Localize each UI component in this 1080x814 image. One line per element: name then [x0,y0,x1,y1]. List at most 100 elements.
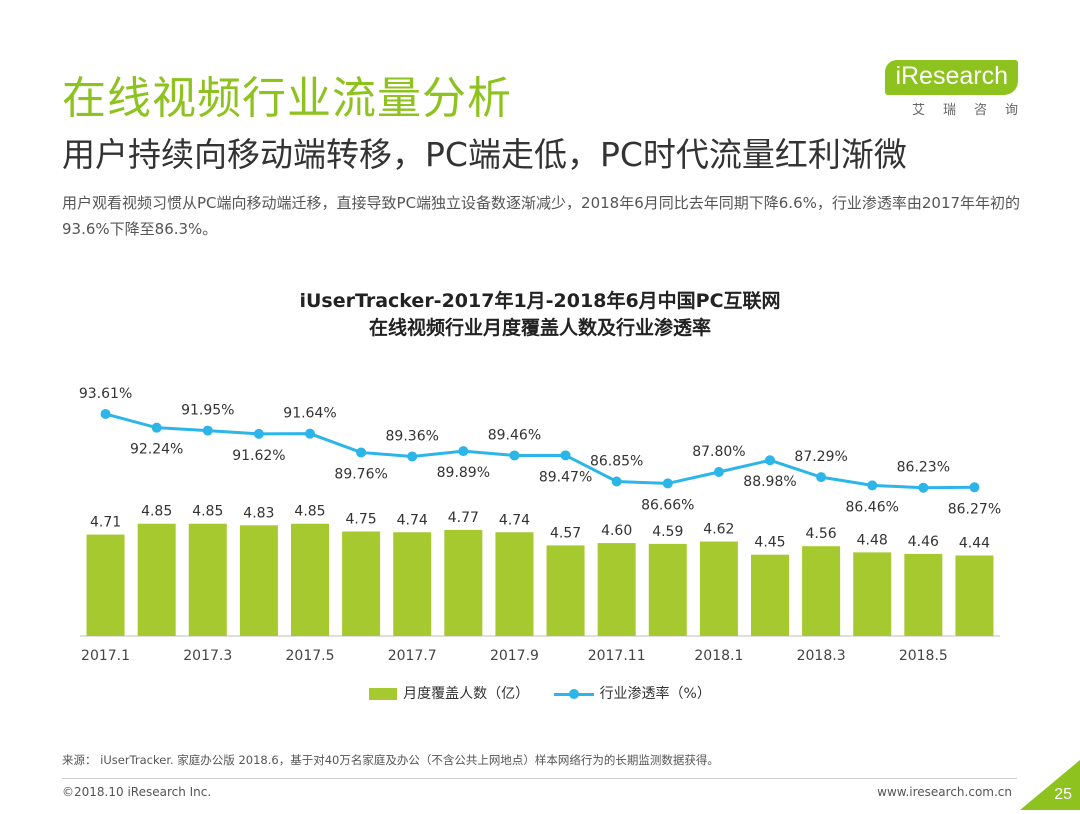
line-point [867,480,878,491]
line-data-label: 86.23% [897,460,950,476]
bar-data-label: 4.62 [703,522,734,538]
penetration-line [105,412,975,490]
line-data-label: 89.76% [334,466,387,482]
bar-data-label: 4.57 [550,525,581,541]
logo-chinese: 艾瑞咨询 [911,103,1036,118]
footer-divider [62,778,1017,779]
legend-bar-swatch [369,688,398,700]
bar [546,545,585,636]
x-tick-label: 2017.9 [490,648,539,664]
page-number-badge: 25 [1020,760,1080,810]
line-point [969,482,980,493]
line-data-label: 87.80% [692,444,745,460]
line-data-label: 86.27% [948,501,1001,517]
bar-data-label: 4.44 [959,535,990,551]
page-description: 用户观看视频习惯从PC端向移动端迁移，直接导致PC端独立设备数逐渐减少，2018… [62,194,1021,238]
x-tick-label: 2018.1 [694,648,743,664]
x-tick-label: 2018.5 [899,648,948,664]
website-link[interactable]: www.iresearch.com.cn [877,785,1012,799]
bar [239,525,278,636]
logo-wordmark: iResearch [885,60,1018,95]
bar [904,553,943,636]
line-data-label: 87.29% [794,449,847,465]
line-data-label: 89.47% [539,469,592,485]
bar [342,531,381,636]
line-point [509,450,520,461]
bar-data-label: 4.85 [192,504,223,520]
line-point [151,422,162,433]
page-title: 在线视频行业流量分析 [62,73,512,124]
x-tick-label: 2017.3 [183,648,232,664]
chart-title-line1: iUserTracker-2017年1月-2018年6月中国PC互联网 [299,290,781,312]
line-point [816,472,827,483]
line-point [918,482,929,493]
bar [393,532,432,636]
chart-title: iUserTracker-2017年1月-2018年6月中国PC互联网 在线视频… [0,288,1080,342]
line-data-label: 93.61% [79,386,132,402]
chart-legend: 月度覆盖人数（亿） 行业渗透率（%） [0,683,1080,703]
x-tick-label: 2018.3 [797,648,846,664]
line-data-label: 89.46% [488,427,541,443]
line-point [611,476,622,487]
legend-line-label: 行业渗透率（%） [599,686,711,702]
bar [291,523,329,636]
logo-research: Research [901,62,1008,90]
legend-item-bar: 月度覆盖人数（亿） [369,683,529,703]
line-data-label: 89.89% [437,465,490,481]
bar-data-label: 4.77 [448,510,479,526]
legend-bar-label: 月度覆盖人数（亿） [403,686,530,702]
bar [137,523,176,636]
line-data-label: 91.62% [232,448,285,464]
x-tick-label: 2017.1 [81,648,130,664]
line-point [356,447,367,458]
x-tick-label: 2017.5 [286,648,335,664]
line-point [765,455,775,466]
line-data-label: 86.66% [641,497,694,513]
line-data-label: 86.46% [846,499,899,515]
bar [648,543,687,636]
bar [802,546,841,636]
bar [853,552,892,636]
line-data-label: 91.64% [283,406,336,422]
logo-i: i [895,62,901,90]
bar-data-label: 4.75 [346,511,377,527]
x-tick-label: 2017.11 [588,648,646,664]
bar-data-label: 4.74 [397,512,428,528]
line-point [305,428,315,439]
line-data-label: 91.95% [181,403,234,419]
legend-line-swatch [553,688,594,700]
page-corner-shape [1020,760,1080,810]
bar-data-label: 4.56 [806,526,837,542]
line-data-label: 92.24% [130,442,183,458]
bar-data-label: 4.46 [908,534,939,550]
line-point [713,467,724,478]
iresearch-logo: iResearch 艾瑞咨询 [885,60,1018,118]
bar [444,529,483,636]
line-data-label: 86.85% [590,454,643,470]
bar [86,534,125,636]
bar [495,532,534,636]
page-number: 25 [1054,786,1072,803]
bar [597,543,636,636]
line-point [662,478,673,489]
line-point [253,428,264,439]
bar [955,555,994,636]
copyright: ©2018.10 iResearch Inc. [62,785,212,799]
x-tick-label: 2017.7 [388,648,437,664]
line-point [100,409,111,419]
legend-item-line: 行业渗透率（%） [553,683,711,703]
line-data-label: 89.36% [386,428,439,444]
line-point [202,425,213,436]
bar-data-label: 4.71 [90,515,121,531]
line-point [458,446,469,457]
bar-data-label: 4.45 [754,535,785,551]
bar-data-label: 4.85 [141,504,172,520]
line-point [560,450,571,461]
bar-data-label: 4.48 [857,532,888,548]
bar-data-label: 4.59 [652,524,683,540]
line-data-label: 88.98% [743,474,796,490]
bar [699,541,738,636]
bar [751,554,789,636]
chart-title-line2: 在线视频行业月度覆盖人数及行业渗透率 [368,317,711,339]
bar-data-label: 4.60 [601,523,632,539]
